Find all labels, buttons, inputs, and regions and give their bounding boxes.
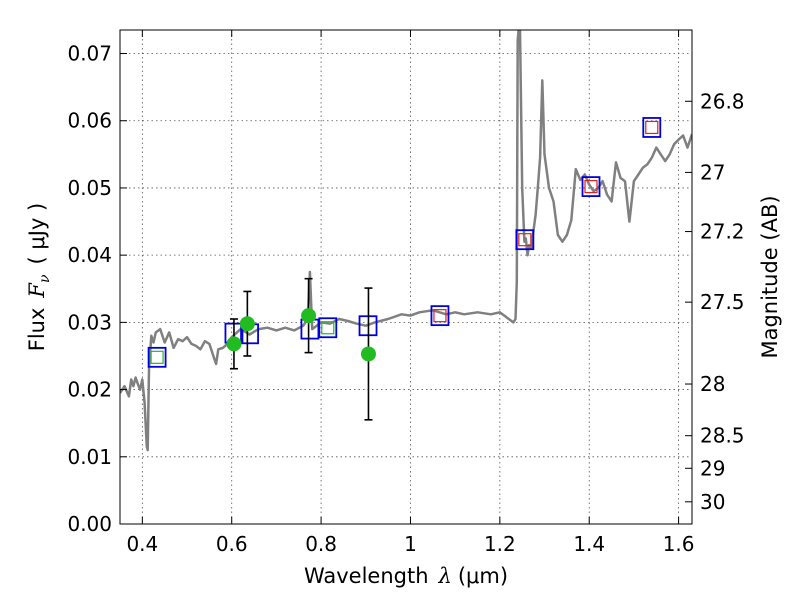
filter-square-inner	[150, 350, 164, 364]
filter-square	[581, 176, 601, 198]
filter-square-inner	[645, 120, 659, 135]
filter-squares-series	[147, 117, 662, 368]
y-tick-label: 0.03	[67, 310, 112, 334]
x-tick-label: 1.6	[663, 532, 695, 556]
right-tick-label: 28.5	[700, 424, 745, 448]
right-tick-label: 26.8	[700, 89, 745, 113]
x-tick-label: 1.4	[573, 532, 605, 556]
right-tick-label: 27.2	[700, 220, 745, 244]
y-tick-label: 0.07	[67, 42, 112, 66]
right-tick-label: 27	[700, 160, 725, 184]
right-tick-label: 28	[700, 372, 725, 396]
green-point	[226, 336, 242, 352]
filter-square	[318, 317, 338, 339]
x-tick-label: 1	[404, 532, 417, 556]
right-tick-label: 27.5	[700, 290, 745, 314]
y-tick-label: 0.00	[67, 512, 112, 536]
axis-ticks	[120, 30, 692, 525]
spectrum-line	[120, 30, 692, 452]
filter-square	[515, 229, 535, 251]
filter-square-inner	[321, 321, 335, 335]
filter-square-inner	[584, 180, 598, 194]
x-tick-label: 1.2	[484, 532, 516, 556]
filter-square	[430, 305, 450, 327]
filter-square	[147, 346, 167, 368]
spectrum-series	[120, 30, 692, 452]
x-axis-label: Wavelength λ (μm)	[304, 564, 508, 588]
x-tick-label: 0.6	[216, 532, 248, 556]
y-tick-label: 0.02	[67, 378, 112, 402]
filter-square	[642, 117, 662, 138]
tick-labels: 0.4 0.6 0.8 1 1.2 1.4 1.6 0.00 0.01 0.02 0.03 0.04 0…	[67, 42, 744, 556]
green-points-series	[226, 308, 376, 362]
green-point	[301, 308, 317, 324]
right-tick-label: 29	[700, 456, 725, 480]
right-axis-label: Magnitude (AB)	[758, 195, 782, 358]
y-tick-label: 0.05	[67, 176, 112, 200]
y-tick-label: 0.06	[67, 109, 112, 133]
green-point	[360, 346, 376, 362]
x-tick-label: 0.8	[305, 532, 337, 556]
filter-square-inner	[518, 233, 532, 247]
x-tick-label: 0.4	[126, 532, 158, 556]
right-tick-label: 30	[700, 490, 725, 514]
y-tick-label: 0.04	[67, 243, 112, 267]
y-tick-label: 0.01	[67, 445, 112, 469]
plot-frame	[119, 29, 693, 525]
grid-lines	[120, 30, 692, 524]
y-axis-label: FluxFν( μJy )	[25, 203, 53, 351]
filter-square-inner	[433, 309, 447, 323]
error-bars	[229, 277, 373, 421]
green-point	[239, 316, 255, 332]
